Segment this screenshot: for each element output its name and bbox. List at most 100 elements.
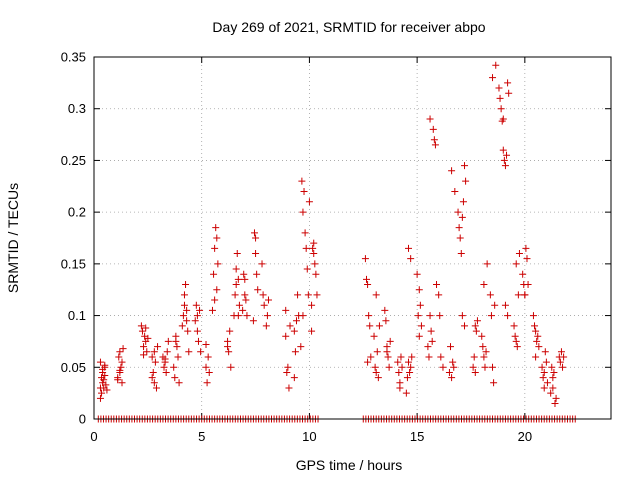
- data-point: [361, 255, 369, 263]
- y-tick-label: 0.35: [61, 50, 86, 65]
- data-point: [426, 312, 434, 320]
- data-point: [492, 61, 500, 69]
- data-point: [233, 250, 241, 258]
- data-point: [490, 379, 498, 387]
- data-point: [560, 353, 568, 361]
- data-point: [398, 363, 406, 371]
- data-point: [183, 317, 191, 325]
- data-point: [291, 348, 299, 356]
- data-point: [559, 363, 567, 371]
- data-point: [504, 79, 512, 87]
- data-point: [180, 291, 188, 299]
- data-point: [375, 322, 383, 330]
- data-point: [456, 234, 464, 242]
- data-point: [101, 372, 109, 380]
- data-point: [224, 343, 232, 351]
- data-point: [205, 368, 213, 376]
- data-point: [372, 368, 380, 376]
- data-point: [174, 353, 182, 361]
- data-point: [204, 353, 212, 361]
- data-point: [161, 355, 169, 363]
- data-point: [163, 348, 171, 356]
- data-point: [116, 366, 124, 374]
- data-point: [513, 343, 521, 351]
- data-point: [480, 281, 488, 289]
- data-point: [394, 358, 402, 366]
- data-points: [95, 62, 579, 423]
- data-point: [143, 348, 151, 356]
- data-point: [116, 348, 124, 356]
- data-point: [235, 301, 243, 309]
- data-point: [259, 291, 267, 299]
- data-point: [427, 327, 435, 335]
- data-point: [101, 361, 109, 369]
- data-point: [297, 343, 305, 351]
- data-point: [405, 358, 413, 366]
- data-point: [407, 363, 415, 371]
- data-point: [212, 224, 220, 232]
- data-point: [549, 374, 557, 382]
- data-point: [540, 368, 548, 376]
- data-point: [431, 141, 439, 149]
- data-point: [538, 363, 546, 371]
- x-axis-title: GPS time / hours: [296, 457, 403, 473]
- data-point: [383, 348, 391, 356]
- data-point: [454, 208, 462, 216]
- data-point: [489, 363, 497, 371]
- data-point: [96, 358, 104, 366]
- data-point: [533, 337, 541, 345]
- data-point: [213, 234, 221, 242]
- data-point: [489, 74, 497, 82]
- data-point: [505, 89, 513, 97]
- data-point: [482, 348, 490, 356]
- data-point: [501, 162, 509, 170]
- data-point: [310, 239, 318, 247]
- data-point: [210, 270, 218, 278]
- data-point: [539, 374, 547, 382]
- data-point: [243, 312, 251, 320]
- data-point: [208, 306, 216, 314]
- data-point: [408, 353, 416, 361]
- data-point: [304, 291, 312, 299]
- data-point: [249, 317, 257, 325]
- data-point: [232, 265, 240, 273]
- data-point: [154, 343, 162, 351]
- data-point: [144, 334, 152, 342]
- data-point: [258, 260, 266, 268]
- data-point: [540, 384, 548, 392]
- data-point: [449, 358, 457, 366]
- data-point: [150, 379, 158, 387]
- data-point: [118, 379, 126, 387]
- data-point: [557, 348, 565, 356]
- data-point: [384, 353, 392, 361]
- data-point: [455, 224, 463, 232]
- data-point: [515, 250, 523, 258]
- data-point: [203, 379, 211, 387]
- data-point: [405, 244, 413, 252]
- data-point: [114, 376, 122, 384]
- data-point: [478, 332, 486, 340]
- data-point: [194, 337, 202, 345]
- data-point: [300, 187, 308, 195]
- data-point: [232, 281, 240, 289]
- data-point: [253, 270, 261, 278]
- data-point: [407, 255, 415, 263]
- data-point: [402, 389, 410, 397]
- data-point: [214, 260, 222, 268]
- data-point: [524, 281, 532, 289]
- data-point: [415, 286, 423, 294]
- data-point: [523, 255, 531, 263]
- data-point: [462, 177, 470, 185]
- data-point: [504, 312, 512, 320]
- data-point: [510, 322, 518, 330]
- axes: 0 0.05 0.1 0.15 0.2 0.25 0.3 0.35 0 5 10 15 20: [61, 50, 611, 444]
- data-point: [102, 381, 110, 389]
- data-point: [193, 327, 201, 335]
- data-point: [283, 368, 291, 376]
- data-point: [96, 394, 104, 402]
- data-point: [395, 368, 403, 376]
- data-point: [260, 301, 268, 309]
- data-point: [480, 353, 488, 361]
- data-point: [532, 353, 540, 361]
- data-point: [148, 353, 156, 361]
